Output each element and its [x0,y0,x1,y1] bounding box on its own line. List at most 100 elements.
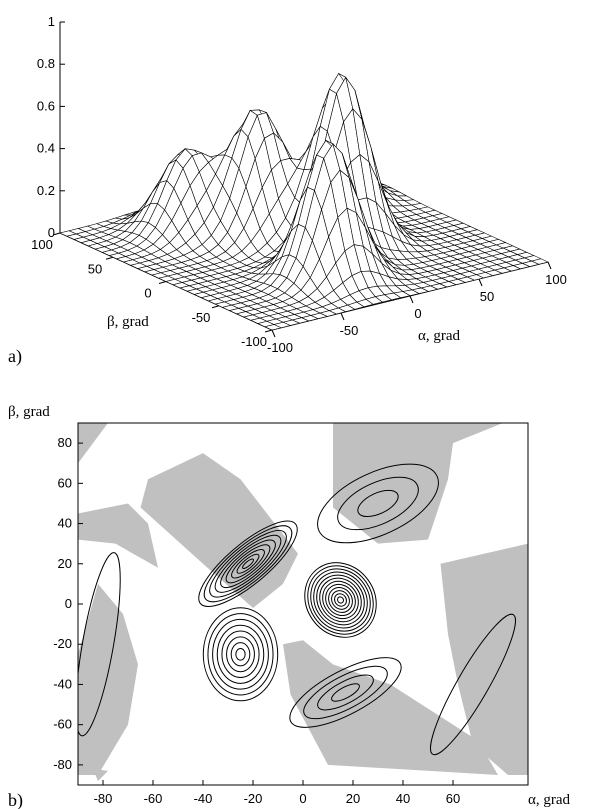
y-tick-label: 40 [58,516,72,531]
contour-line [328,587,353,613]
alpha-tick-label: -100 [267,340,293,355]
contour-line [220,539,276,589]
contour-alpha-label: α, grad [528,792,571,808]
beta-axis-ticks: 100 50 0 -50 -100 [31,232,273,349]
shaded-region [78,503,158,568]
alpha-tick-mark [547,261,552,270]
contour-line [212,618,269,690]
contour-line [242,558,254,570]
alpha-axis-ticks: -100 -50 0 50 100 [267,261,567,355]
contour-line [316,574,365,626]
alpha-tick-mark [340,312,345,321]
contour-line [226,636,255,673]
panel-a-label: a) [8,346,22,367]
contour-line [221,630,260,679]
surface-beta-label: β, grad [107,314,149,330]
surface-alpha-label: α, grad [418,328,461,344]
alpha-tick-label: 0 [414,306,421,321]
contour-line [214,534,282,593]
y-tick-label: 20 [58,556,72,571]
beta-tick-label: 100 [31,237,53,252]
z-axis-ticks: 0 0.2 0.4 0.6 0.8 1 [37,14,65,240]
beta-tick-label: -100 [241,334,267,349]
surface-mesh [59,72,549,331]
contour-line [310,568,371,632]
beta-tick-label: -50 [192,310,211,325]
contour-line [209,530,287,598]
y-tick-label: 80 [58,435,72,450]
alpha-tick-label: 50 [480,289,494,304]
shaded-region [440,543,528,775]
contour-line [337,476,419,531]
x-tick-label: 60 [446,791,460,806]
x-tick-label: 20 [346,791,360,806]
shaded-region [78,423,108,464]
contour-line [303,665,388,720]
contour-line [198,520,298,608]
z-tick-label: 0.4 [37,141,55,156]
surface-cell [530,258,549,265]
z-tick-label: 0 [48,225,55,240]
contour-line [331,590,350,610]
contour-line [317,463,439,544]
contour-line [202,607,279,702]
contour-line [307,565,374,635]
contour-line [304,562,377,638]
contour-x-ticks: -80 -60 -40 -20 0 20 40 60 [94,780,460,806]
contour-line [236,553,260,574]
contour-line [203,525,293,603]
beta-tick-label: 50 [88,261,102,276]
contour-line [207,613,274,696]
shaded-regions [78,423,528,781]
beta-tick-mark [264,329,273,333]
contour-plot: -80 -60 -40 -20 0 20 40 60 806040200-20-40-60-8… [8,404,571,809]
contour-line [225,544,271,584]
contour-line [322,580,359,620]
x-tick-label: 40 [396,791,410,806]
contour-line [337,596,344,604]
x-tick-label: 0 [299,791,306,806]
contour-line [317,674,374,711]
y-tick-label: 60 [58,475,72,490]
beta-tick-mark [52,232,61,236]
z-tick-label: 0.8 [37,56,55,71]
beta-tick-mark [158,281,167,284]
z-tick-label: 1 [48,14,55,29]
contour-line [235,647,246,661]
alpha-tick-mark [409,295,414,304]
contour-line [78,552,121,737]
contour-line [319,577,362,623]
contour-line [313,571,368,629]
alpha-tick-label: 100 [545,272,567,287]
beta-tick-mark [105,256,114,260]
alpha-tick-mark [271,329,276,338]
z-tick-label: 0.2 [37,183,55,198]
beta-tick-label: 0 [144,286,151,301]
contour-line [231,549,265,579]
x-tick-label: -40 [194,791,213,806]
y-tick-label: -20 [53,636,72,651]
contour-line [289,657,402,728]
shaded-region [78,583,138,775]
shaded-region [333,423,503,544]
y-tick-label: -60 [53,717,72,732]
y-tick-label: -80 [53,757,72,772]
contour-line [331,683,360,702]
contour-lines [78,463,516,756]
panel-b-label: b) [8,790,23,809]
contour-line [430,613,516,756]
contour-line [230,642,251,667]
alpha-tick-mark [478,278,483,287]
contour-line [334,593,347,607]
shaded-region [283,640,498,775]
y-tick-label: 0 [65,596,72,611]
contour-line [325,583,356,617]
beta-tick-mark [211,305,220,309]
x-tick-label: -80 [94,791,113,806]
alpha-tick-label: -50 [340,323,359,338]
z-tick-label: 0.6 [37,98,55,113]
x-tick-label: -60 [144,791,163,806]
contour-line [357,489,399,518]
